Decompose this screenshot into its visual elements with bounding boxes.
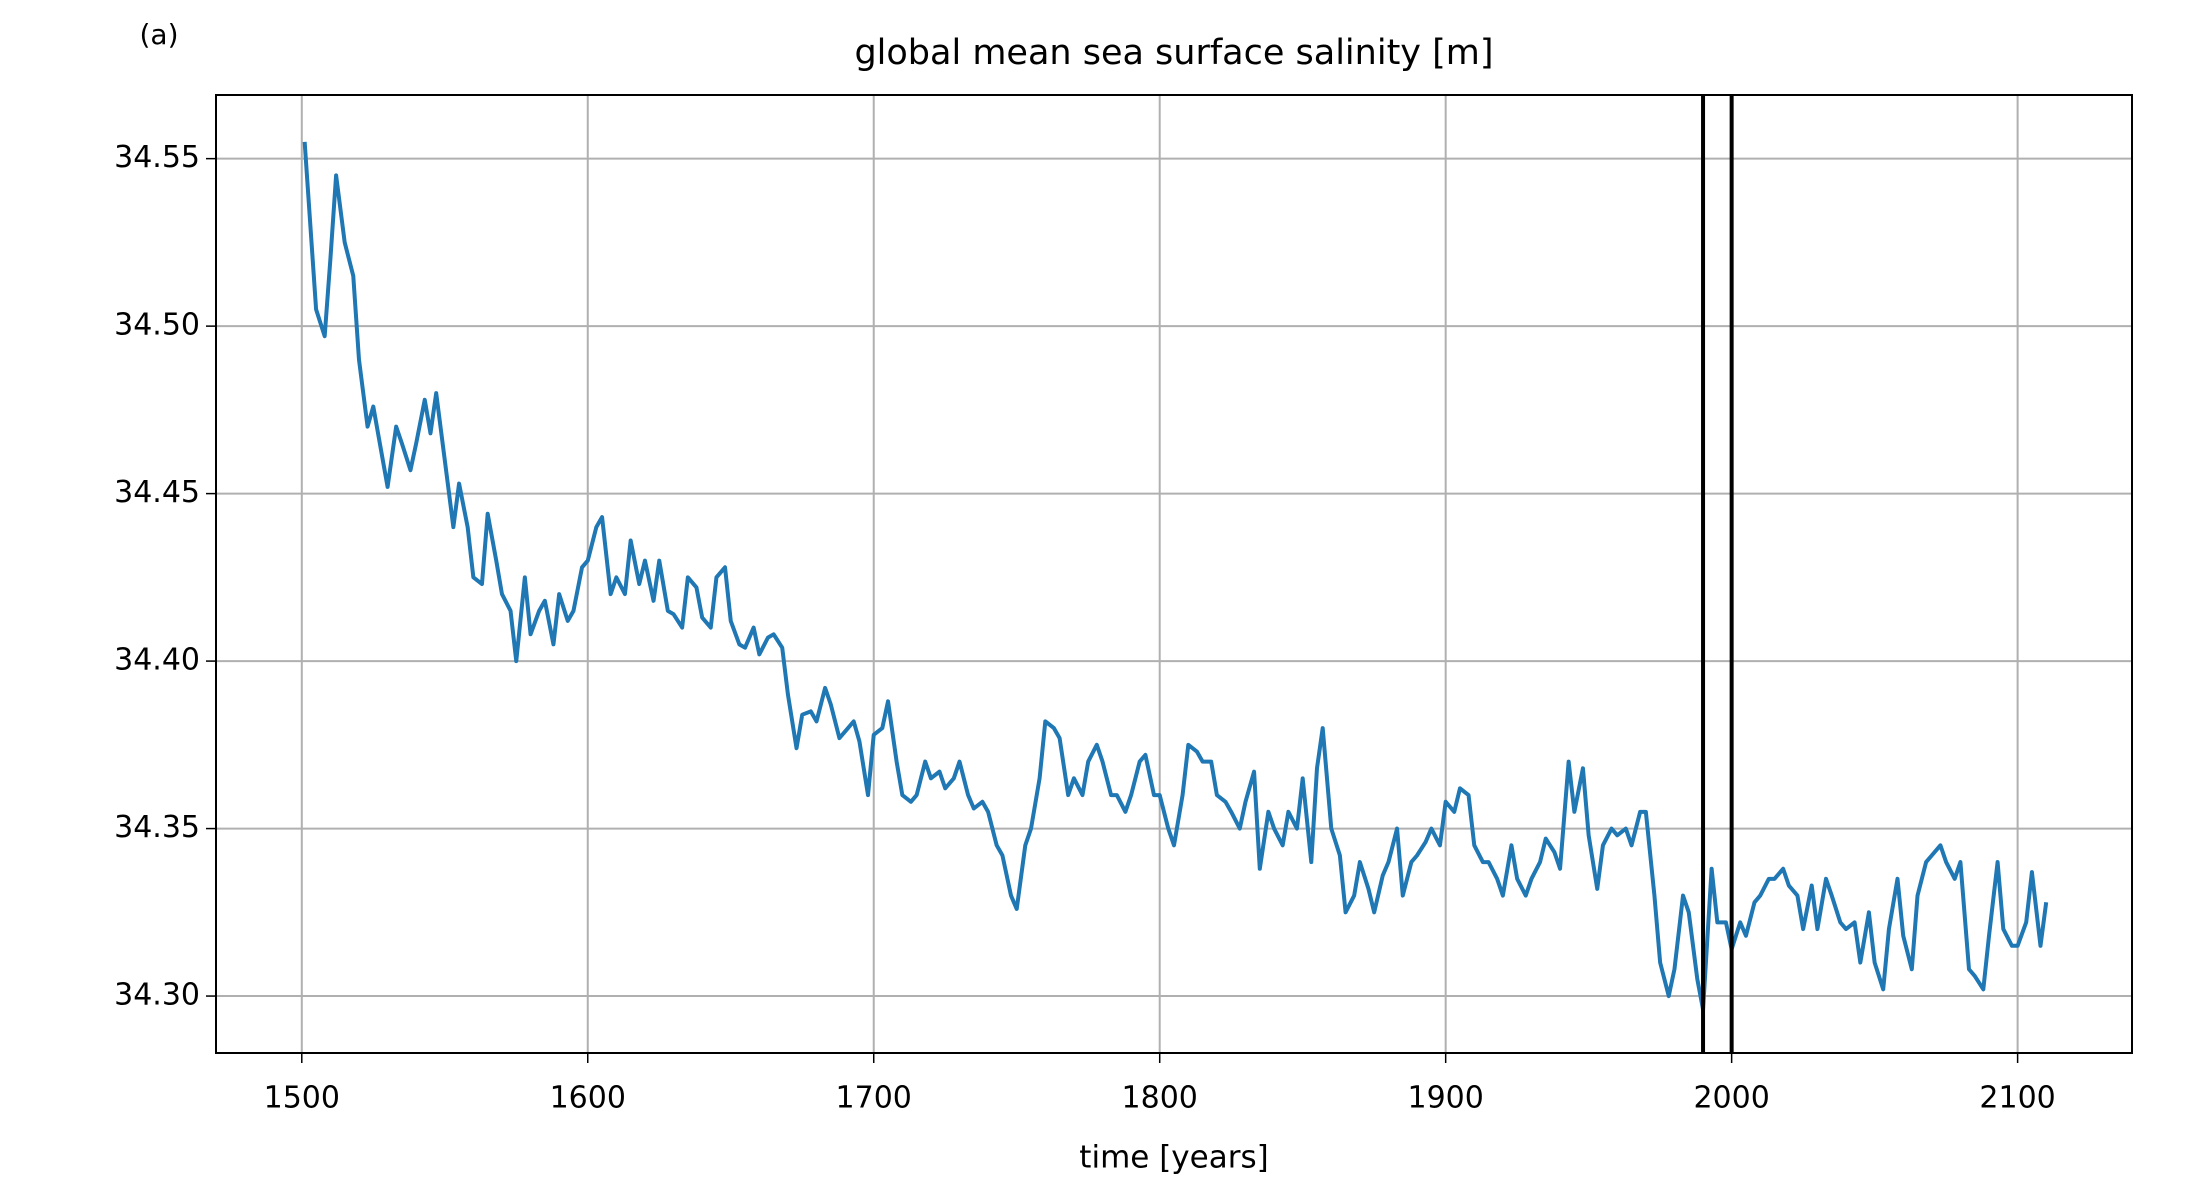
x-axis-label: time [years]: [1079, 1140, 1268, 1176]
y-tick-label: 34.45: [114, 475, 200, 510]
y-tick-label: 34.50: [114, 308, 200, 343]
y-tick-label: 34.35: [114, 810, 200, 845]
plot-frame: [215, 94, 2133, 1054]
chart-title: global mean sea surface salinity [m]: [854, 33, 1493, 73]
x-tick-label: 1500: [264, 1081, 340, 1116]
data-line: [302, 141, 2049, 1012]
y-tick-label: 34.55: [114, 140, 200, 175]
y-tick-label: 34.30: [114, 978, 200, 1013]
x-tick-label: 1900: [1407, 1081, 1483, 1116]
x-tick-label: 1600: [550, 1081, 626, 1116]
y-tick-label: 34.40: [114, 643, 200, 678]
x-tick-label: 2100: [1979, 1081, 2055, 1116]
x-tick-label: 1700: [836, 1081, 912, 1116]
x-tick-label: 2000: [1693, 1081, 1769, 1116]
panel-label: (a): [139, 18, 178, 51]
x-tick-label: 1800: [1122, 1081, 1198, 1116]
